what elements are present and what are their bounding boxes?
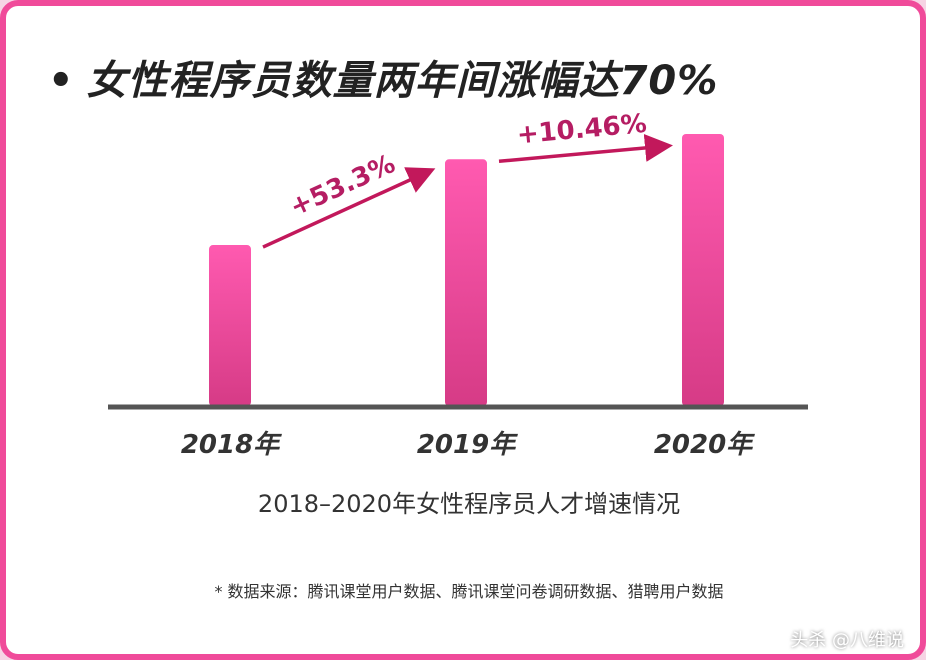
x-tick-label: 2020年 bbox=[654, 430, 755, 460]
bullet-icon: • bbox=[48, 58, 75, 104]
data-source-note: * 数据来源：腾讯课堂用户数据、腾讯课堂问卷调研数据、猎聘用户数据 bbox=[214, 582, 724, 601]
bar-3 bbox=[682, 134, 724, 406]
page-title: • 女性程序员数量两年间涨幅达70% bbox=[48, 48, 718, 106]
x-tick-label: 2019年 bbox=[417, 430, 518, 460]
x-tick-label: 2018年 bbox=[181, 430, 282, 460]
headline-text: 女性程序员数量两年间涨幅达70% bbox=[86, 58, 719, 104]
growth-arrow-2 bbox=[498, 133, 673, 164]
bar-2 bbox=[445, 159, 487, 406]
watermark: 头杀 @八维说 bbox=[790, 630, 904, 651]
growth-arrow-1 bbox=[262, 167, 436, 249]
chart-caption: 2018–2020年女性程序员人才增速情况 bbox=[257, 490, 681, 518]
bar-1 bbox=[209, 245, 251, 406]
growth-label-2: +10.46% bbox=[516, 109, 648, 151]
bar-chart: 2018年 2019年 2020年 +53.3%+10.46% bbox=[108, 109, 808, 460]
